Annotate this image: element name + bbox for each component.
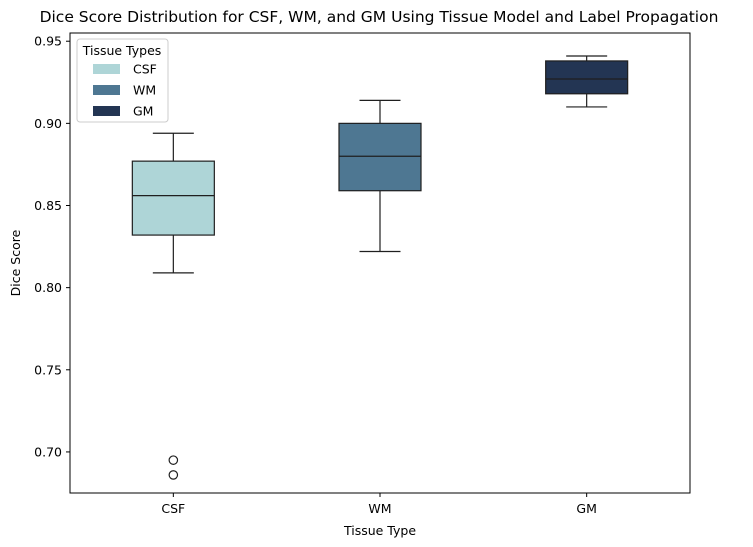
legend-title: Tissue Types [82,43,162,58]
legend-swatch-gm [93,106,120,116]
y-axis-label: Dice Score [8,229,23,296]
legend-swatch-wm [93,85,120,95]
x-tick-label: GM [576,501,596,516]
y-tick-label: 0.75 [34,362,62,377]
y-tick-label: 0.85 [34,198,62,213]
x-axis-label: Tissue Type [343,523,416,538]
legend-swatch-csf [93,64,120,74]
outlier-point [168,455,179,465]
x-tick-label: CSF [161,501,185,516]
legend-label-gm: GM [133,104,153,119]
legend-label-wm: WM [133,83,156,98]
iqr-box [545,60,629,95]
legend-frame [76,38,169,123]
iqr-box [338,122,422,192]
outlier-point [168,470,179,480]
y-tick-label: 0.90 [34,116,62,131]
y-tick-label: 0.70 [34,444,62,459]
box-csf [131,132,215,480]
chart-title: Dice Score Distribution for CSF, WM, and… [40,8,719,26]
x-tick-label: WM [368,501,391,516]
legend: Tissue Types CSF WM GM [76,38,169,123]
box-gm [545,55,629,108]
y-tick-label: 0.80 [34,280,62,295]
legend-label-csf: CSF [133,62,157,77]
iqr-box [131,160,215,236]
y-tick-label: 0.95 [34,34,62,49]
box-wm [338,99,422,253]
